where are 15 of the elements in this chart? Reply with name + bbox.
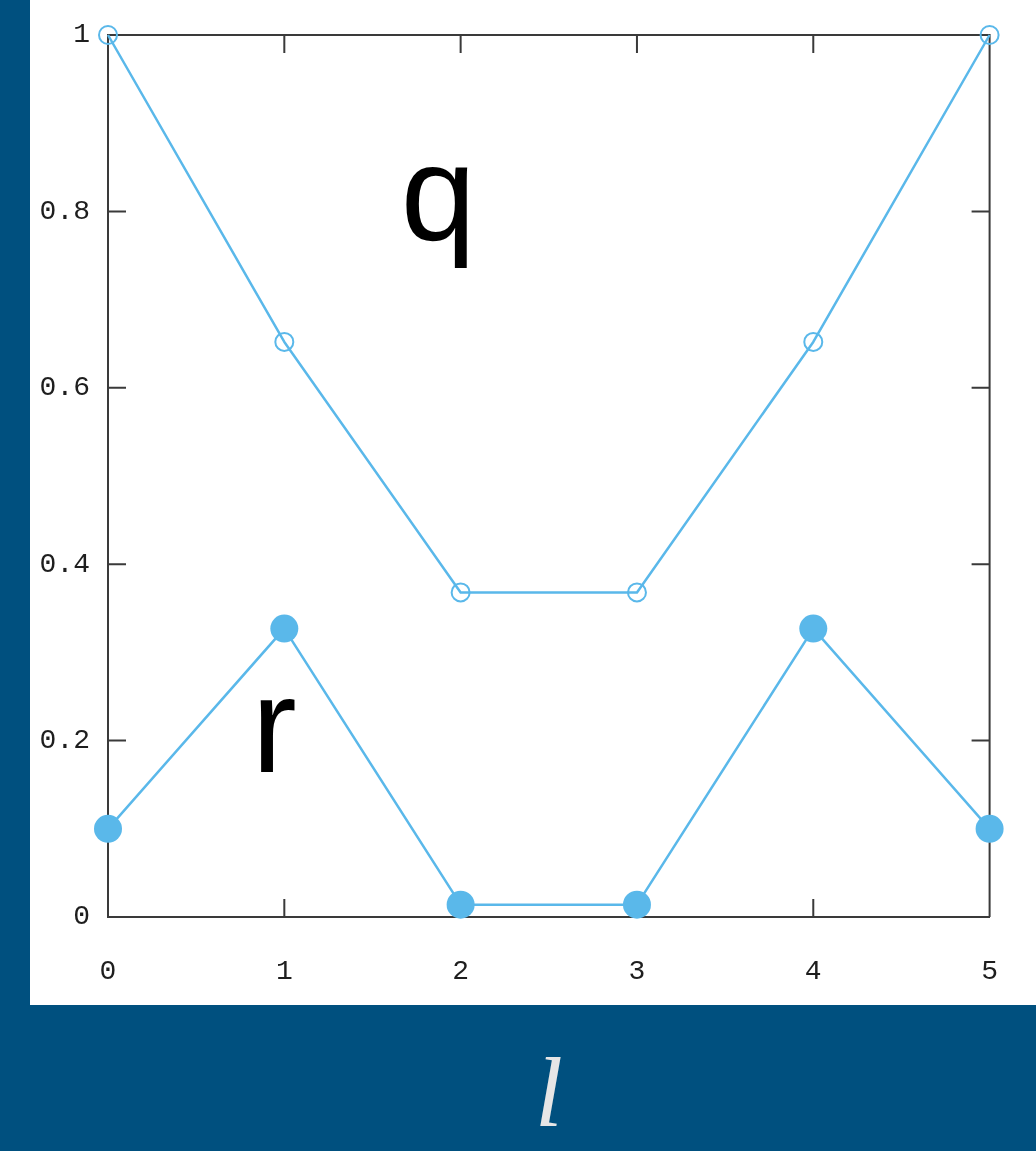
x-tick-label: 3 bbox=[628, 956, 646, 988]
x-tick-label: 5 bbox=[981, 956, 998, 988]
y-tick-label: 0.4 bbox=[39, 548, 90, 580]
x-tick-label: 2 bbox=[452, 956, 470, 988]
y-tick-label: 0.6 bbox=[39, 372, 90, 404]
x-axis-title: l bbox=[534, 1037, 563, 1149]
x-tick-label: 1 bbox=[275, 956, 293, 988]
y-tick-label: 0.8 bbox=[39, 195, 90, 227]
x-tick-label: 0 bbox=[99, 956, 117, 988]
series-label: r bbox=[251, 649, 297, 801]
x-tick-label: 4 bbox=[804, 956, 822, 988]
series-label: q bbox=[400, 117, 476, 269]
y-tick-label: 0.2 bbox=[39, 725, 90, 757]
y-tick-label: 0 bbox=[73, 901, 90, 933]
y-tick-label: 1 bbox=[73, 19, 90, 51]
